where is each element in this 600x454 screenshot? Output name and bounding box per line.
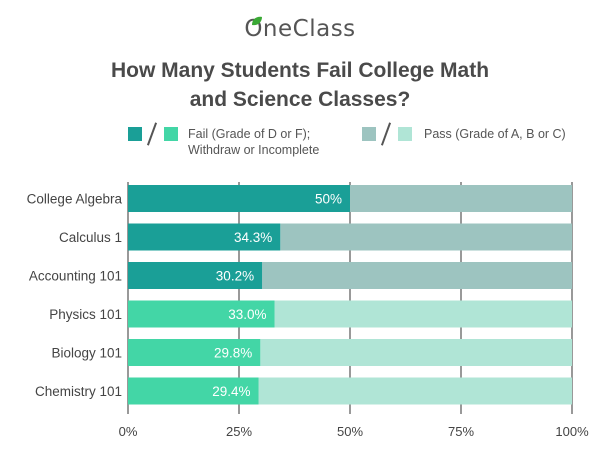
bar-fail-1 [128, 223, 281, 251]
x-tick-label: 75% [448, 424, 474, 439]
chart-title-line-2: and Science Classes? [189, 88, 411, 111]
bar-pass-4 [260, 339, 572, 366]
chart-title: How Many Students Fail College Math and … [0, 56, 600, 114]
bar-fail-0 [128, 185, 350, 212]
bar-pass-1 [280, 223, 572, 251]
data-label: 33.0% [228, 307, 266, 322]
bar-pass-3 [274, 300, 572, 328]
legend-swatch-fail-light [164, 127, 178, 141]
data-label: 50% [315, 192, 342, 207]
bar-fail-5 [128, 377, 259, 405]
logo-text: OneClass [244, 16, 356, 42]
data-label: 30.2% [216, 269, 254, 284]
x-tick-label: 0% [119, 424, 138, 439]
legend-swatch-fail-dark [128, 127, 142, 141]
legend-label-fail-line-1: Fail (Grade of D or F); [188, 127, 311, 141]
category-label: Biology 101 [51, 346, 122, 361]
legend-swatch-pass-light [398, 127, 412, 141]
legend-label-pass: Pass (Grade of A, B or C) [424, 127, 566, 141]
oneclass-logo: OneClass [0, 16, 600, 42]
x-tick-label: 100% [555, 424, 589, 439]
labels: 0% 25% 50% 75% 100% College Algebra 50% Calculu… [27, 192, 589, 440]
data-label: 29.4% [212, 384, 250, 399]
grid-lines [127, 182, 573, 414]
bar-pass-2 [262, 262, 572, 289]
data-label: 34.3% [234, 230, 272, 245]
legend-swatch-pass-dark [362, 127, 376, 141]
bar-pass-0 [350, 185, 572, 212]
bar-pass-5 [258, 377, 572, 405]
x-tick-label: 50% [337, 424, 363, 439]
category-label: Accounting 101 [29, 269, 122, 284]
legend: Fail (Grade of D or F); Withdraw or Inco… [0, 122, 600, 164]
bars [128, 185, 572, 405]
x-tick-label: 25% [226, 424, 252, 439]
bar-fail-4 [128, 339, 261, 366]
bar-fail-2 [128, 262, 263, 289]
bar-fail-3 [128, 300, 275, 328]
chart-title-line-1: How Many Students Fail College Math [110, 59, 490, 82]
category-label: Physics 101 [49, 307, 122, 322]
legend-label-fail: Fail (Grade of D or F); Withdraw or Inco… [188, 126, 319, 158]
leaf-icon [252, 16, 262, 26]
category-label: College Algebra [27, 192, 123, 207]
category-label: Chemistry 101 [35, 384, 122, 399]
category-label: Calculus 1 [59, 230, 122, 245]
data-label: 29.8% [214, 346, 252, 361]
legend-label-fail-line-2: Withdraw or Incomplete [188, 143, 320, 157]
